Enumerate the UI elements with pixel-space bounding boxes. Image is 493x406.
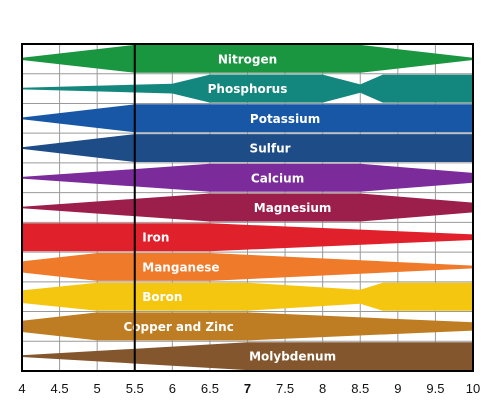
band-label-potassium: Potassium [250,112,320,126]
band-phosphorus [22,74,473,103]
band-sulfur [22,134,473,162]
x-tick-label-1: 4.5 [51,381,69,396]
band-iron [22,223,473,252]
band-potassium [22,104,473,133]
x-tick-label-0: 4 [18,381,25,396]
band-label-sulfur: Sulfur [250,142,291,156]
band-copper-and-zinc [22,312,473,341]
band-labels: Nitrogen Phosphorus Potassium Sulfur Calcium… [123,52,336,363]
band-manganese [22,253,473,281]
band-label-iron: Iron [142,231,169,245]
x-tick-label-9: 8.5 [351,381,369,396]
x-tick-label-6: 7 [244,381,251,396]
band-calcium [22,163,473,192]
x-tick-label-4: 6 [169,381,176,396]
x-tick-label-3: 5.5 [126,381,144,396]
x-tick-label-7: 7.5 [276,381,294,396]
x-tick-label-11: 9.5 [426,381,444,396]
band-boron [22,282,473,311]
band-label-nitrogen: Nitrogen [218,52,277,66]
x-tick-label-5: 6.5 [201,381,219,396]
x-tick-label-8: 8 [319,381,326,396]
plot-frame [21,43,474,372]
band-label-copper-and-zinc: Copper and Zinc [123,320,233,334]
band-label-boron: Boron [142,290,182,304]
band-label-calcium: Calcium [251,171,304,185]
band-magnesium [22,193,473,222]
x-tick-label-10: 9 [394,381,401,396]
x-tick-label-2: 5 [94,381,101,396]
x-axis-ticks: 4 4.5 5 5.5 6 6.5 7 7.5 8 8.5 9 9.5 10 [18,381,480,396]
band-label-phosphorus: Phosphorus [208,82,288,96]
x-tick-label-12: 10 [466,381,480,396]
band-label-manganese: Manganese [142,260,219,274]
band-label-magnesium: Magnesium [254,201,332,215]
band-molybdenum [22,342,473,371]
band-label-molybdenum: Molybdenum [249,350,336,364]
